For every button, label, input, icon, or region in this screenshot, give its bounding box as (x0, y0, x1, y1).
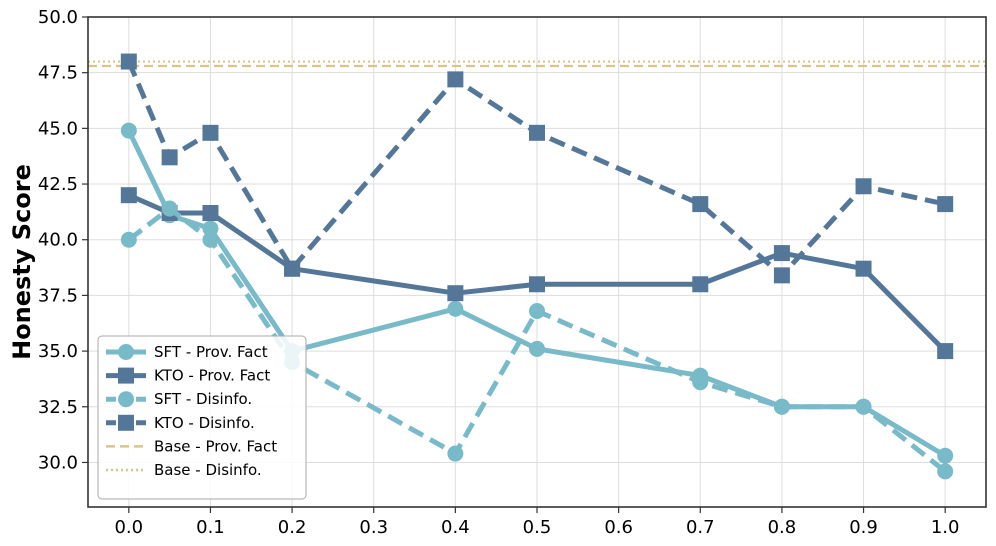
data-point (202, 231, 219, 248)
data-point (447, 300, 464, 317)
data-point (120, 231, 137, 248)
data-point (529, 340, 545, 357)
x-tick-label: 0.2 (278, 517, 307, 538)
legend-label: SFT - Disinfo. (154, 390, 252, 408)
legend-item: KTO - Disinfo. (106, 414, 255, 432)
x-tick-label: 0.1 (196, 517, 225, 538)
data-point (855, 178, 872, 195)
legend-item: KTO - Prov. Fact (106, 367, 270, 385)
data-point (161, 149, 178, 166)
series-line (127, 206, 947, 474)
data-point (773, 398, 790, 415)
legend-label: SFT - Prov. Fact (154, 343, 268, 361)
legend-marker (118, 344, 134, 360)
y-tick-label: 40.0 (38, 230, 78, 251)
data-point (202, 205, 219, 221)
data-point (120, 122, 137, 139)
data-point (692, 196, 709, 213)
data-point (529, 276, 545, 293)
axes-frame (87, 16, 987, 508)
data-point (937, 447, 954, 464)
y-tick-label: 37.5 (38, 285, 78, 306)
legend-marker (118, 367, 134, 384)
data-point (202, 124, 219, 141)
legend-label: KTO - Disinfo. (154, 414, 255, 432)
legend-item: SFT - Disinfo. (106, 390, 252, 408)
y-tick-label: 32.5 (38, 397, 78, 418)
data-point (447, 71, 464, 88)
data-point (120, 187, 137, 204)
y-axis-label: Honesty Score (8, 164, 36, 360)
y-tick-label: 47.5 (38, 63, 78, 84)
data-point (937, 463, 954, 480)
data-point (692, 276, 709, 293)
legend: SFT - Prov. Fact KTO - Prov. Fact SFT - Di… (97, 335, 307, 500)
data-point (529, 303, 545, 319)
series-line (126, 60, 946, 278)
y-tick-label: 35.0 (38, 341, 78, 362)
legend-label: Base - Disinfo. (154, 461, 262, 479)
y-tick-label: 30.0 (38, 452, 78, 473)
data-point (937, 196, 954, 213)
y-tick-label: 42.5 (38, 174, 78, 195)
data-point (773, 245, 790, 262)
legend-label: KTO - Prov. Fact (154, 367, 270, 385)
data-point (447, 285, 464, 302)
y-tick-label: 45.0 (38, 118, 78, 139)
x-tick-label: 0.4 (441, 517, 470, 538)
x-tick-label: 0.5 (523, 517, 552, 538)
data-point (529, 124, 545, 141)
legend-label: Base - Prov. Fact (154, 437, 277, 455)
data-point (855, 398, 872, 415)
legend-marker (118, 414, 134, 431)
data-point (284, 260, 301, 277)
legend-item: Base - Disinfo. (106, 461, 262, 479)
data-point (447, 445, 464, 462)
x-tick-label: 0.9 (849, 517, 878, 538)
data-point (161, 200, 178, 217)
x-tick-label: 1.0 (931, 517, 960, 538)
data-point (202, 220, 219, 237)
x-tick-label: 0.3 (359, 517, 388, 538)
legend-item: Base - Prov. Fact (106, 437, 277, 455)
data-point (773, 267, 790, 284)
legend-box (97, 335, 307, 500)
y-tick-label: 50.0 (38, 7, 78, 28)
data-point (937, 343, 954, 360)
series-line (127, 192, 947, 353)
series-kto-disinfo (120, 53, 954, 284)
data-point (855, 260, 872, 277)
x-tick-label: 0.0 (114, 517, 143, 538)
x-tick-label: 0.7 (686, 517, 715, 538)
data-point (692, 374, 709, 391)
legend-marker (118, 391, 134, 408)
legend-item: SFT - Prov. Fact (106, 343, 268, 361)
x-tick-label: 0.6 (604, 517, 633, 538)
data-point (120, 53, 137, 70)
x-tick-label: 0.8 (768, 517, 797, 538)
series-sft-disinfo (120, 200, 954, 480)
